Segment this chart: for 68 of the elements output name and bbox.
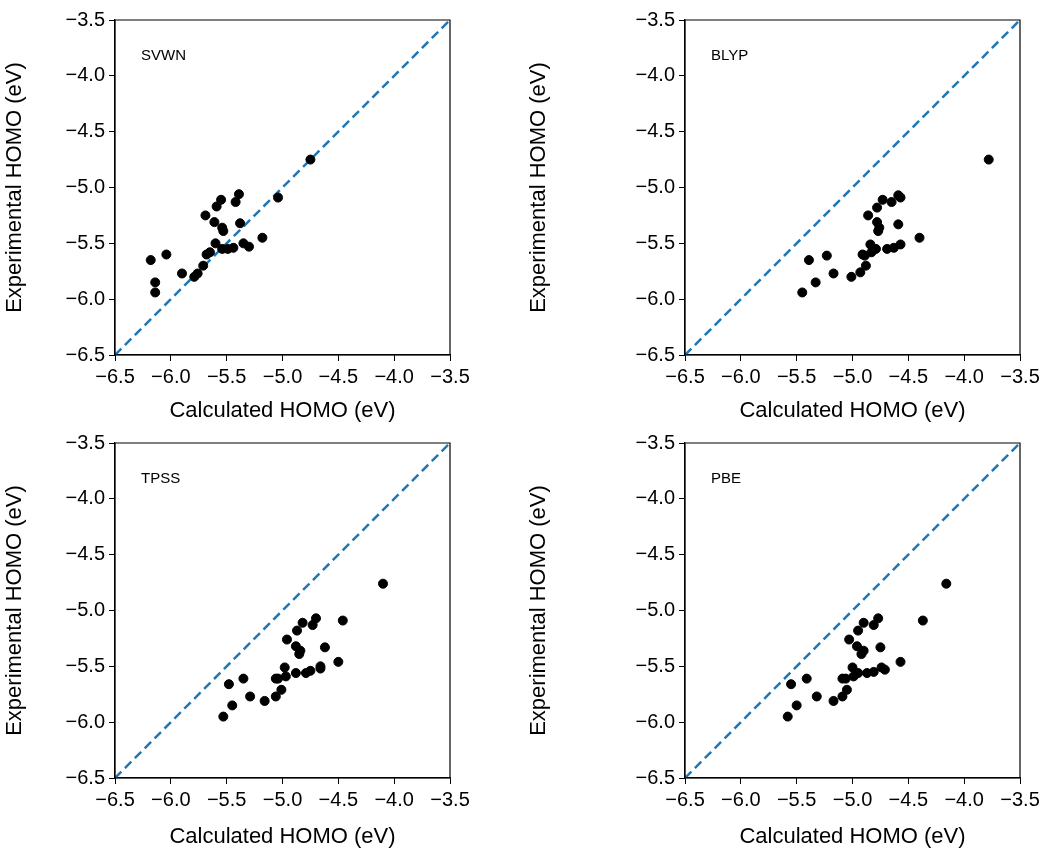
y-tick-label: −3.5 xyxy=(635,430,675,453)
x-tick-label: −4.5 xyxy=(318,787,359,810)
x-tick-label: −3.5 xyxy=(1000,787,1040,810)
y-tick-label: −5.5 xyxy=(65,230,105,253)
x-tick-label: −3.5 xyxy=(1000,364,1040,387)
y-axis-title: Experimental HOMO (eV) xyxy=(1,485,27,736)
y-tick-label: −3.5 xyxy=(65,430,105,453)
y-tick-label: −6.0 xyxy=(65,286,105,309)
y-tick-label: −3.5 xyxy=(635,7,675,30)
y-tick-label: −5.0 xyxy=(65,598,105,621)
y-axis-title: Experimental HOMO (eV) xyxy=(525,62,551,313)
x-tick-label: −4.5 xyxy=(318,364,359,387)
x-tick-label: −4.0 xyxy=(944,364,984,387)
x-tick-label: −3.5 xyxy=(430,364,470,387)
y-tick-label: −6.5 xyxy=(635,342,675,365)
x-tick-label: −6.0 xyxy=(151,364,191,387)
x-axis-title: Calculated HOMO (eV) xyxy=(739,396,966,422)
y-tick-label: −5.0 xyxy=(635,598,675,621)
text: TPSS xyxy=(141,469,181,487)
x-tick-label: −4.0 xyxy=(374,364,414,387)
x-tick-label: −3.5 xyxy=(430,787,470,810)
x-tick-label: −4.5 xyxy=(888,364,929,387)
y-tick-label: −4.0 xyxy=(635,486,675,509)
x-tick-label: −5.5 xyxy=(206,787,247,810)
y-axis-title: Experimental HOMO (eV) xyxy=(525,485,551,736)
x-tick-label: −6.0 xyxy=(721,787,761,810)
y-tick-label: −6.0 xyxy=(65,709,105,732)
x-tick-label: −6.0 xyxy=(721,364,761,387)
text: BLYP xyxy=(711,46,749,64)
y-tick-label: −6.5 xyxy=(65,342,105,365)
x-tick-label: −4.5 xyxy=(888,787,929,810)
y-tick-label: −5.5 xyxy=(635,653,675,676)
y-tick-label: −4.0 xyxy=(65,63,105,86)
text: PBE xyxy=(711,469,742,487)
y-tick-label: −4.5 xyxy=(65,542,105,565)
y-tick-label: −4.5 xyxy=(635,119,675,142)
y-axis-title: Experimental HOMO (eV) xyxy=(1,62,27,313)
x-tick-label: −5.5 xyxy=(776,364,817,387)
y-tick-label: −5.0 xyxy=(635,175,675,198)
x-tick-label: −4.0 xyxy=(374,787,414,810)
x-tick-label: −5.0 xyxy=(262,787,303,810)
x-tick-label: −6.5 xyxy=(95,787,135,810)
x-tick-label: −6.5 xyxy=(665,364,705,387)
y-tick-label: −3.5 xyxy=(65,7,105,30)
y-tick-label: −6.5 xyxy=(65,765,105,788)
y-tick-label: −4.0 xyxy=(635,63,675,86)
x-axis-title: Calculated HOMO (eV) xyxy=(739,822,966,848)
x-tick-label: −6.5 xyxy=(95,364,135,387)
y-tick-label: −5.0 xyxy=(65,175,105,198)
y-tick-label: −6.0 xyxy=(635,709,675,732)
x-axis-title: Calculated HOMO (eV) xyxy=(169,396,396,422)
y-tick-label: −4.5 xyxy=(635,542,675,565)
x-axis-title: Calculated HOMO (eV) xyxy=(169,822,396,848)
y-tick-label: −4.5 xyxy=(65,119,105,142)
x-tick-label: −5.0 xyxy=(832,364,873,387)
x-tick-label: −6.0 xyxy=(151,787,191,810)
text: SVWN xyxy=(141,46,186,64)
y-tick-label: −5.5 xyxy=(65,653,105,676)
x-tick-label: −5.0 xyxy=(262,364,303,387)
x-tick-label: −4.0 xyxy=(944,787,984,810)
y-tick-label: −6.5 xyxy=(635,765,675,788)
x-tick-label: −5.5 xyxy=(776,787,817,810)
x-tick-label: −5.5 xyxy=(206,364,247,387)
x-tick-label: −5.0 xyxy=(832,787,873,810)
y-tick-label: −5.5 xyxy=(635,230,675,253)
y-tick-label: −4.0 xyxy=(65,486,105,509)
x-tick-label: −6.5 xyxy=(665,787,705,810)
y-tick-label: −6.0 xyxy=(635,286,675,309)
